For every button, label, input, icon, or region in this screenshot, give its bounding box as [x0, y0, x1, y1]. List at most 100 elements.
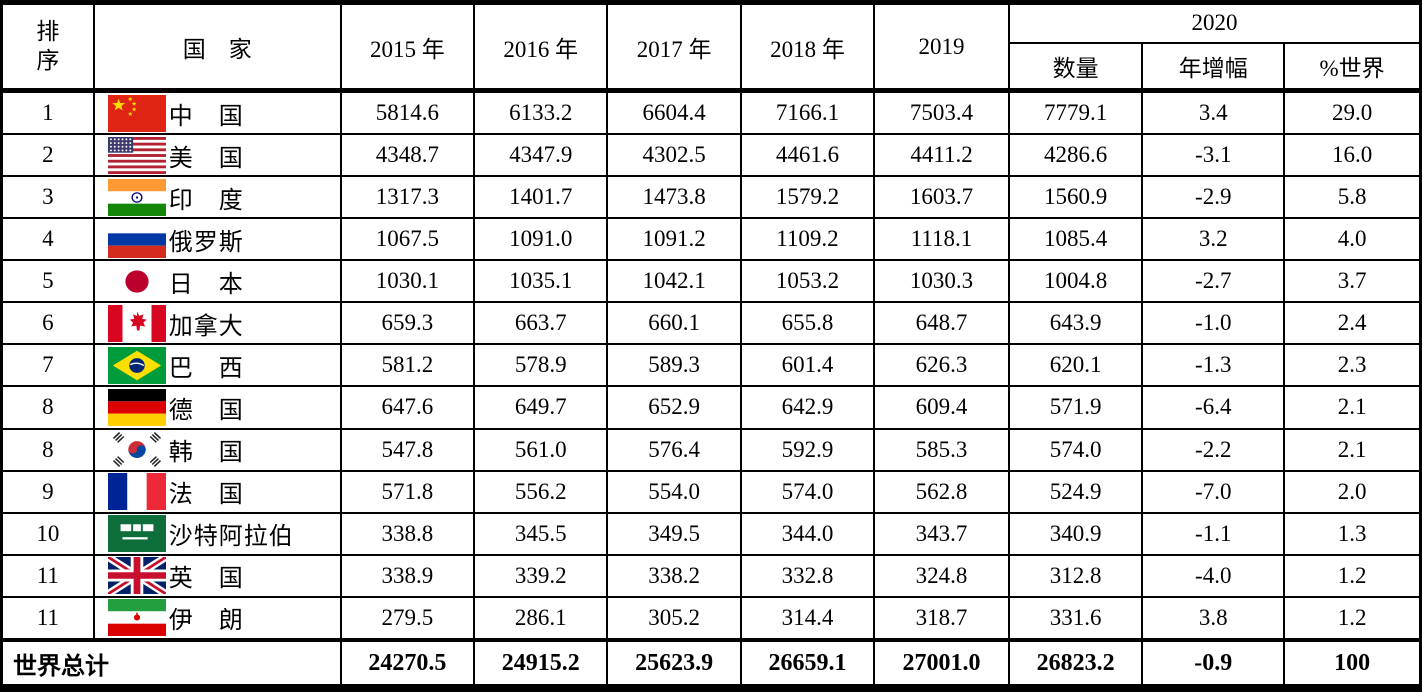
value-cell: 592.9: [739, 427, 876, 472]
header-group-2020: 2020: [1007, 1, 1422, 44]
value-cell: 339.2: [473, 553, 609, 598]
country-name: 伊 朗: [168, 608, 244, 635]
flag-china-icon: [107, 94, 166, 132]
value-cell: -7.0: [1141, 469, 1286, 514]
value-cell: 1109.2: [739, 217, 876, 262]
value-cell: 660.1: [606, 301, 742, 346]
value-cell: 2.1: [1283, 427, 1422, 472]
value-cell: 1560.9: [1007, 175, 1144, 220]
country-name: 加拿大: [168, 313, 244, 340]
value-cell: 6604.4: [606, 89, 742, 136]
flag-uk-icon: [107, 557, 166, 595]
country-cell: 沙特阿拉伯: [92, 511, 342, 556]
value-cell: 331.6: [1007, 595, 1144, 642]
value-cell: 5.8: [1283, 175, 1422, 220]
value-cell: 571.8: [339, 469, 476, 514]
total-value-cell: 24270.5: [339, 638, 476, 689]
country-cell: 美 国: [92, 133, 342, 178]
value-cell: 7503.4: [873, 89, 1010, 136]
country-cell: 中 国: [92, 89, 342, 136]
value-cell: 589.3: [606, 343, 742, 388]
country-wrap: 法 国: [96, 473, 339, 511]
value-cell: 16.0: [1283, 133, 1422, 178]
value-cell: 647.6: [339, 385, 476, 430]
flag-saudi-arabia-icon: [107, 515, 166, 553]
value-cell: 7779.1: [1007, 89, 1144, 136]
country-name: 印 度: [168, 187, 244, 214]
header-year-2015: 2015 年: [339, 1, 476, 93]
rank-cell: 2: [0, 133, 95, 178]
value-cell: -2.7: [1141, 259, 1286, 304]
flag-russia-icon: [107, 220, 166, 258]
value-cell: 663.7: [473, 301, 609, 346]
header-year-2019: 2019: [873, 1, 1010, 93]
value-cell: 312.8: [1007, 553, 1144, 598]
rank-cell: 8: [0, 427, 95, 472]
value-cell: 338.8: [339, 511, 476, 556]
table-row: 8 德 国 647.6 649.7 652.9 642.9 609.4 571.9 -6.4 2.…: [0, 385, 1422, 430]
value-cell: 1053.2: [739, 259, 876, 304]
value-cell: 1091.0: [473, 217, 609, 262]
total-row: 世界总计 24270.5 24915.2 25623.9 26659.1 270…: [0, 638, 1422, 689]
total-value-cell: -0.9: [1141, 638, 1286, 689]
value-cell: 1118.1: [873, 217, 1010, 262]
header-rank-line1: 排: [36, 18, 60, 44]
table-footer: 世界总计 24270.5 24915.2 25623.9 26659.1 270…: [0, 638, 1422, 689]
table-body: 1 中 国 5814.6 6133.2 6604.4 7166.1 7503.4 7779.1…: [0, 89, 1422, 642]
header-quantity: 数量: [1007, 41, 1144, 93]
value-cell: 343.7: [873, 511, 1010, 556]
country-wrap: 沙特阿拉伯: [96, 515, 339, 553]
value-cell: 4411.2: [873, 133, 1010, 178]
country-cell: 俄罗斯: [92, 217, 342, 262]
value-cell: 4302.5: [606, 133, 742, 178]
value-cell: -1.0: [1141, 301, 1286, 346]
total-value-cell: 24915.2: [473, 638, 609, 689]
country-wrap: 俄罗斯: [96, 220, 339, 258]
value-cell: 642.9: [739, 385, 876, 430]
country-name: 中 国: [168, 103, 244, 130]
flag-canada-icon: [107, 304, 166, 342]
table-row: 6 加拿大 659.3 663.7 660.1 655.8 648.7 643.9 -1.0 2.…: [0, 301, 1422, 346]
value-cell: 338.2: [606, 553, 742, 598]
header-country: 国 家: [92, 1, 342, 93]
value-cell: 305.2: [606, 595, 742, 642]
value-cell: 1030.1: [339, 259, 476, 304]
value-cell: 286.1: [473, 595, 609, 642]
country-wrap: 印 度: [96, 178, 339, 216]
table-header: 排 序 国 家 2015 年 2016 年 2017 年 2018 年 2019…: [0, 1, 1422, 93]
value-cell: 4.0: [1283, 217, 1422, 262]
value-cell: -6.4: [1141, 385, 1286, 430]
value-cell: 6133.2: [473, 89, 609, 136]
country-cell: 日 本: [92, 259, 342, 304]
value-cell: 609.4: [873, 385, 1010, 430]
total-value-cell: 26823.2: [1007, 638, 1144, 689]
value-cell: -1.1: [1141, 511, 1286, 556]
rank-cell: 9: [0, 469, 95, 514]
value-cell: 648.7: [873, 301, 1010, 346]
country-wrap: 中 国: [96, 94, 339, 132]
value-cell: 554.0: [606, 469, 742, 514]
value-cell: 1004.8: [1007, 259, 1144, 304]
value-cell: 655.8: [739, 301, 876, 346]
table-row: 2 美 国 4348.7 4347.9 4302.5 4461.6 4411.2 4286.6…: [0, 133, 1422, 178]
value-cell: 340.9: [1007, 511, 1144, 556]
table-row: 1 中 国 5814.6 6133.2 6604.4 7166.1 7503.4 7779.1…: [0, 89, 1422, 136]
header-world-percent: %世界: [1283, 41, 1422, 93]
value-cell: 576.4: [606, 427, 742, 472]
rank-cell: 8: [0, 385, 95, 430]
country-name: 俄罗斯: [168, 229, 244, 256]
country-name: 美 国: [168, 145, 244, 172]
value-cell: 574.0: [1007, 427, 1144, 472]
country-name: 法 国: [168, 482, 244, 509]
value-cell: 318.7: [873, 595, 1010, 642]
flag-iran-icon: [107, 599, 166, 637]
total-value-cell: 100: [1283, 638, 1422, 689]
table-row: 10 沙特阿拉伯 338.8 345.5 349.5 344.0 343.7 340.9 -1.…: [0, 511, 1422, 556]
value-cell: 1603.7: [873, 175, 1010, 220]
country-cell: 伊 朗: [92, 595, 342, 642]
value-cell: 3.2: [1141, 217, 1286, 262]
table-row: 8 韩 国 547.8 561.0 576.4 592.9 585.3 574.0 -2.2 2.…: [0, 427, 1422, 472]
table-row: 11 伊 朗 279.5 286.1 305.2 314.4 318.7 331.6 3.8 1.…: [0, 595, 1422, 642]
